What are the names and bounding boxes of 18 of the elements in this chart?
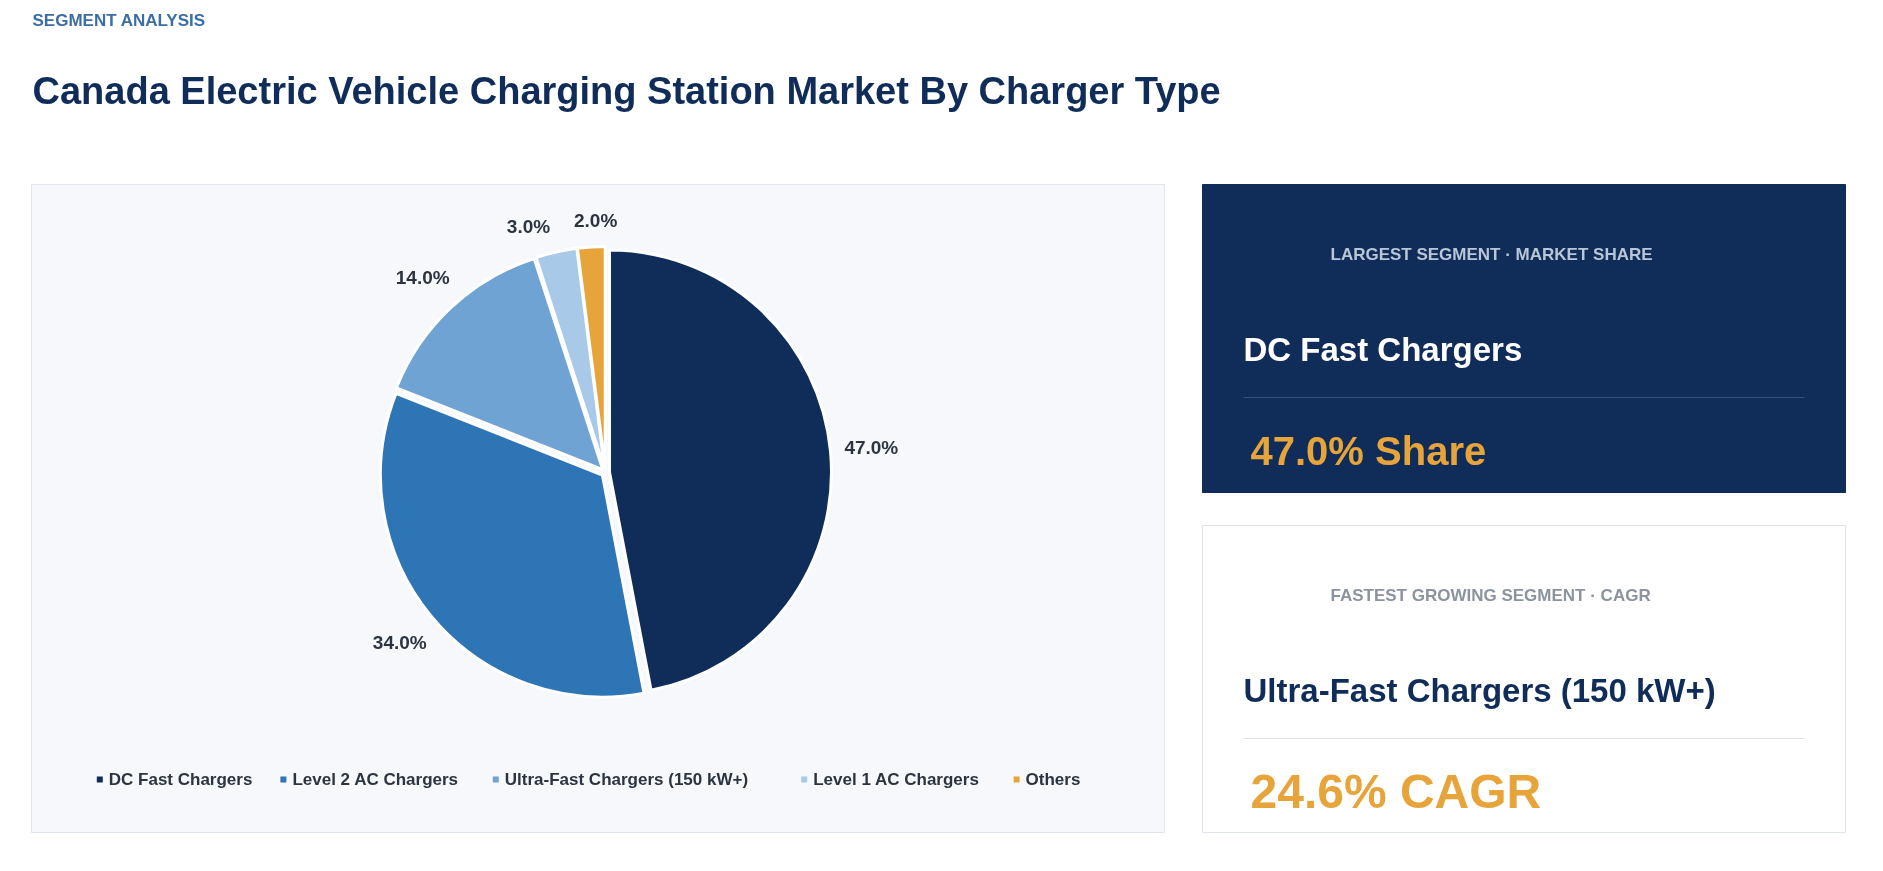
text: 24.6% CAGR xyxy=(1250,765,1542,818)
text: Ultra-Fast Chargers (150 kW+) xyxy=(1243,672,1716,709)
data-label: 2.0% xyxy=(574,210,618,232)
legend-label: Level 2 AC Chargers xyxy=(292,770,459,789)
legend-label: DC Fast Chargers xyxy=(108,770,253,789)
data-label: 47.0% xyxy=(844,436,899,458)
legend-label: Level 1 AC Chargers xyxy=(813,770,979,789)
legend-label: Ultra-Fast Chargers (150 kW+) xyxy=(504,770,749,789)
chart-title: Canada Electric Vehicle Charging Station Market By Charger Type xyxy=(32,69,1221,112)
data-label: 14.0% xyxy=(395,267,450,289)
chart-subtitle: SEGMENT ANALYSIS xyxy=(32,11,206,30)
data-label: 3.0% xyxy=(506,216,551,238)
legend-label: Others xyxy=(1025,770,1081,789)
text: FASTEST GROWING SEGMENT · CAGR xyxy=(1330,586,1651,605)
text: DC Fast Chargers xyxy=(1243,331,1523,368)
data-label: 34.0% xyxy=(372,632,427,654)
text: LARGEST SEGMENT · MARKET SHARE xyxy=(1330,245,1653,264)
text: 47.0% Share xyxy=(1250,428,1487,473)
